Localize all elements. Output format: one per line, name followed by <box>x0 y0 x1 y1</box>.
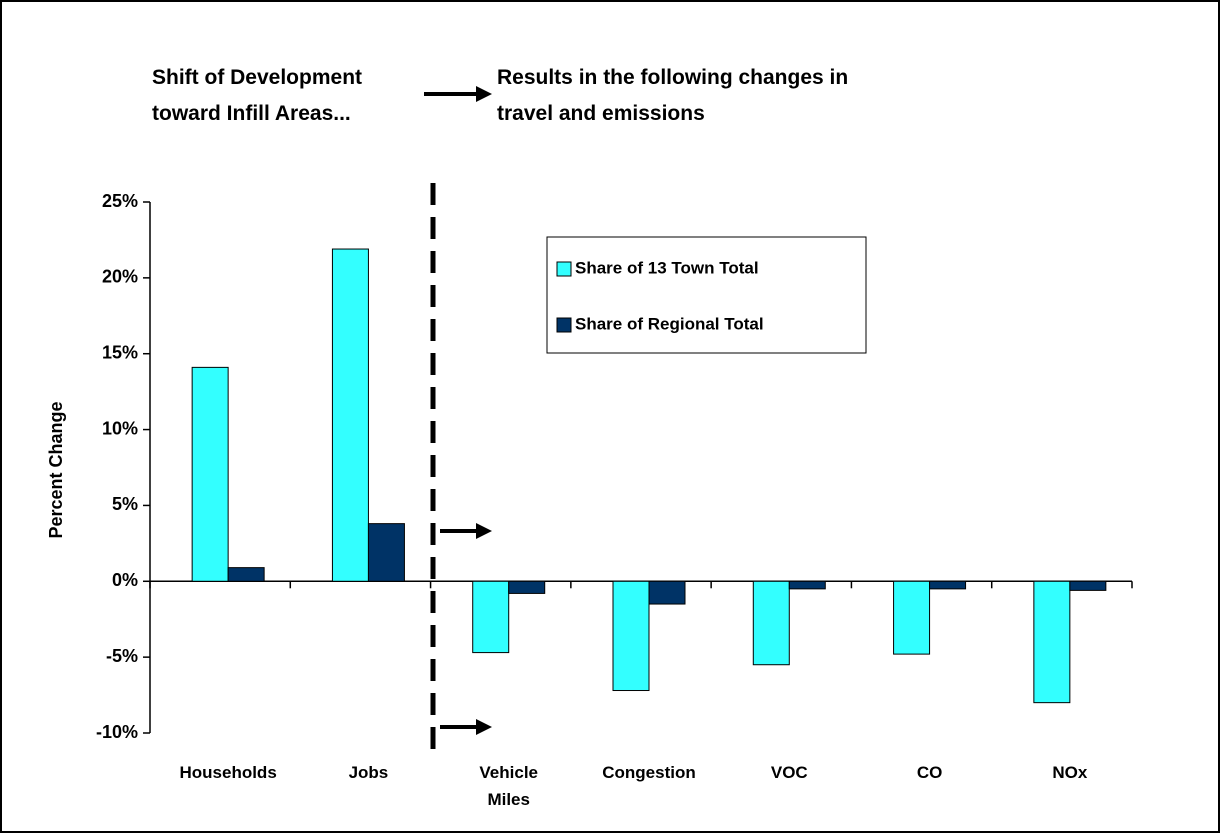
annotation-line: travel and emissions <box>497 102 705 125</box>
annotation-line: Results in the following changes in <box>497 66 848 89</box>
x-tick-label: VOC <box>771 763 808 782</box>
legend-swatch <box>556 317 572 333</box>
bar <box>191 366 229 582</box>
bar <box>788 580 826 590</box>
y-tick-label: 20% <box>102 267 138 287</box>
y-tick-label: 25% <box>102 191 138 211</box>
bar <box>893 580 931 655</box>
y-tick-label: -10% <box>96 722 138 742</box>
x-tick-label: CO <box>917 763 943 782</box>
x-tick-label-line: Vehicle <box>479 763 538 782</box>
bar <box>612 580 650 692</box>
y-tick-label: -5% <box>106 646 138 666</box>
annotation-line: Shift of Development <box>152 66 362 89</box>
arrows <box>424 86 492 735</box>
x-tick-label: Households <box>179 763 276 782</box>
legend-label: Share of 13 Town Total <box>575 258 759 277</box>
legend: Share of 13 Town Total Share of Regional … <box>546 236 867 354</box>
bar <box>1033 580 1071 704</box>
annotation-right: Results in the following changes in trave… <box>497 66 848 125</box>
x-tick-label: Congestion <box>602 763 696 782</box>
y-tick-label: 0% <box>112 570 138 590</box>
bar <box>648 580 686 605</box>
bar <box>331 248 369 582</box>
x-tick-label: Vehicle Miles <box>479 763 538 809</box>
legend-swatch <box>556 261 572 277</box>
bar <box>472 580 510 654</box>
bar <box>929 580 967 590</box>
bar <box>367 523 405 582</box>
bar <box>508 580 546 594</box>
x-tick-label-line: Miles <box>487 790 530 809</box>
bar <box>227 567 265 582</box>
x-tick-label: Jobs <box>349 763 389 782</box>
y-tick-label: 5% <box>112 494 138 514</box>
annotation-line: toward Infill Areas... <box>152 102 351 125</box>
annotation-left: Shift of Development toward Infill Areas.… <box>152 66 362 125</box>
y-tick-label: 15% <box>102 342 138 362</box>
bar <box>1069 580 1107 591</box>
legend-box <box>546 236 867 354</box>
y-axis-label: Percent Change <box>46 401 66 538</box>
y-tick-label: 10% <box>102 418 138 438</box>
bar <box>752 580 790 666</box>
x-tick-label: NOx <box>1052 763 1088 782</box>
legend-label: Share of Regional Total <box>575 314 764 333</box>
